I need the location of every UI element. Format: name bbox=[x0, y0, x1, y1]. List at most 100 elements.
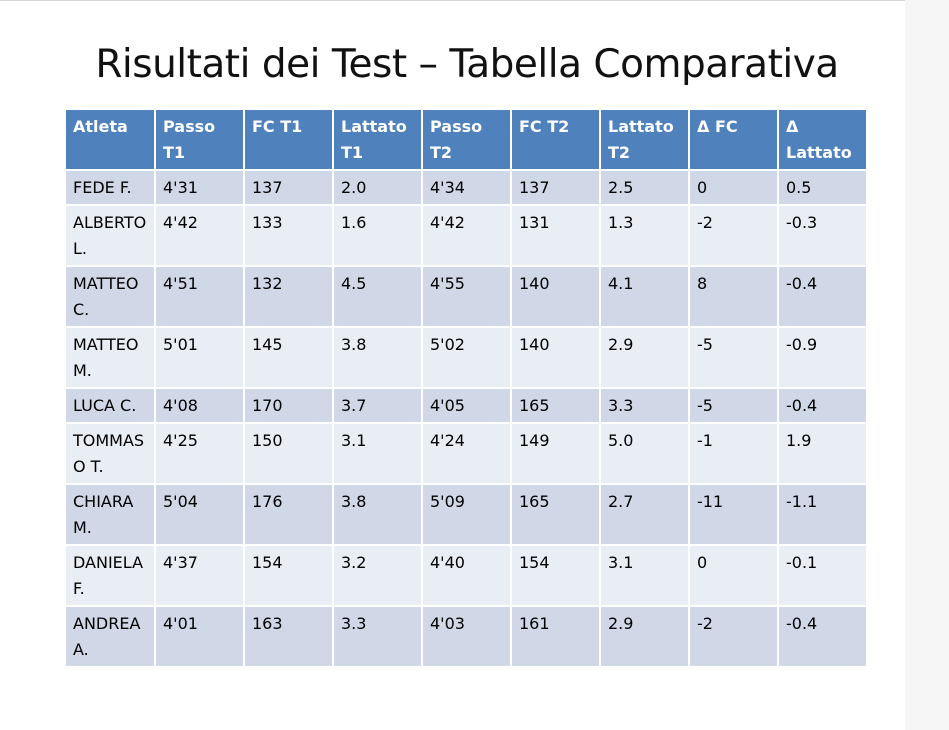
table-cell: -0.9 bbox=[777, 326, 868, 389]
table-cell: 165 bbox=[510, 387, 601, 424]
table-cell: 1.6 bbox=[332, 204, 423, 267]
table-cell: 137 bbox=[243, 169, 334, 206]
table-cell: 3.3 bbox=[599, 387, 690, 424]
table-cell: MATTEO C. bbox=[66, 265, 156, 328]
table-cell: 0 bbox=[688, 544, 779, 607]
table-row: ALBERTO L. 4'42 133 1.6 4'42 131 1.3 -2 -0.3 bbox=[66, 204, 868, 267]
table-body: FEDE F. 4'31 137 2.0 4'34 137 2.5 0 0.5 ALBERTO L… bbox=[66, 169, 868, 668]
header-cell: FC T1 bbox=[243, 108, 334, 171]
table-cell: TOMMASO T. bbox=[66, 422, 156, 485]
table-cell: 154 bbox=[510, 544, 601, 607]
table-cell: 3.8 bbox=[332, 326, 423, 389]
table-cell: 170 bbox=[243, 387, 334, 424]
table-cell: 154 bbox=[243, 544, 334, 607]
table-cell: 4'34 bbox=[421, 169, 512, 206]
table-cell: 0.5 bbox=[777, 169, 868, 206]
table-cell: 140 bbox=[510, 265, 601, 328]
table-cell: 133 bbox=[243, 204, 334, 267]
table-cell: 1.9 bbox=[777, 422, 868, 485]
table-row: CHIARA M. 5'04 176 3.8 5'09 165 2.7 -11 -1.1 bbox=[66, 483, 868, 546]
table-cell: 2.9 bbox=[599, 605, 690, 668]
slide-title: Risultati dei Test – Tabella Comparativa bbox=[95, 42, 839, 87]
table-cell: -2 bbox=[688, 204, 779, 267]
table-cell: 4'37 bbox=[154, 544, 245, 607]
table-cell: ALBERTO L. bbox=[66, 204, 156, 267]
table-cell: LUCA C. bbox=[66, 387, 156, 424]
side-strip bbox=[905, 0, 949, 730]
header-cell: FC T2 bbox=[510, 108, 601, 171]
table-cell: 4'05 bbox=[421, 387, 512, 424]
table-cell: 4'25 bbox=[154, 422, 245, 485]
table-cell: 3.8 bbox=[332, 483, 423, 546]
table-cell: 3.7 bbox=[332, 387, 423, 424]
table-row: TOMMASO T. 4'25 150 3.1 4'24 149 5.0 -1 1.9 bbox=[66, 422, 868, 485]
table-cell: 3.2 bbox=[332, 544, 423, 607]
table-cell: 4'51 bbox=[154, 265, 245, 328]
table-cell: 2.0 bbox=[332, 169, 423, 206]
table-row: MATTEO M. 5'01 145 3.8 5'02 140 2.9 -5 -0.9 bbox=[66, 326, 868, 389]
table-cell: FEDE F. bbox=[66, 169, 156, 206]
header-cell: Lattato T1 bbox=[332, 108, 423, 171]
table-cell: 4'42 bbox=[421, 204, 512, 267]
table-cell: 163 bbox=[243, 605, 334, 668]
table-cell: -0.3 bbox=[777, 204, 868, 267]
table-cell: 0 bbox=[688, 169, 779, 206]
table-cell: 4'42 bbox=[154, 204, 245, 267]
table-cell: -1.1 bbox=[777, 483, 868, 546]
table-cell: 137 bbox=[510, 169, 601, 206]
table-cell: -11 bbox=[688, 483, 779, 546]
results-table: Atleta Passo T1 FC T1 Lattato T1 Passo T2 FC … bbox=[66, 108, 868, 668]
table-cell: 3.3 bbox=[332, 605, 423, 668]
table-cell: 4'40 bbox=[421, 544, 512, 607]
table-cell: 140 bbox=[510, 326, 601, 389]
table-cell: -1 bbox=[688, 422, 779, 485]
table-cell: 5'01 bbox=[154, 326, 245, 389]
table-row: LUCA C. 4'08 170 3.7 4'05 165 3.3 -5 -0.4 bbox=[66, 387, 868, 424]
table-cell: 165 bbox=[510, 483, 601, 546]
table-cell: 5.0 bbox=[599, 422, 690, 485]
header-cell: Passo T2 bbox=[421, 108, 512, 171]
header-cell: Passo T1 bbox=[154, 108, 245, 171]
table-cell: -0.4 bbox=[777, 265, 868, 328]
header-cell: Δ Lattato bbox=[777, 108, 868, 171]
header-row: Atleta Passo T1 FC T1 Lattato T1 Passo T2 FC … bbox=[66, 108, 868, 171]
table-cell: MATTEO M. bbox=[66, 326, 156, 389]
table-cell: 4.5 bbox=[332, 265, 423, 328]
table-cell: -5 bbox=[688, 326, 779, 389]
table-cell: 8 bbox=[688, 265, 779, 328]
header-cell: Atleta bbox=[66, 108, 156, 171]
table-cell: 4'01 bbox=[154, 605, 245, 668]
table-cell: 132 bbox=[243, 265, 334, 328]
table-cell: 4'55 bbox=[421, 265, 512, 328]
table-row: DANIELA F. 4'37 154 3.2 4'40 154 3.1 0 -0.1 bbox=[66, 544, 868, 607]
table-cell: DANIELA F. bbox=[66, 544, 156, 607]
table-row: MATTEO C. 4'51 132 4.5 4'55 140 4.1 8 -0.4 bbox=[66, 265, 868, 328]
top-border bbox=[0, 0, 905, 1]
table-cell: 131 bbox=[510, 204, 601, 267]
table-row: ANDREA A. 4'01 163 3.3 4'03 161 2.9 -2 -0.4 bbox=[66, 605, 868, 668]
table-cell: CHIARA M. bbox=[66, 483, 156, 546]
table-cell: 176 bbox=[243, 483, 334, 546]
header-cell: Lattato T2 bbox=[599, 108, 690, 171]
table-cell: 2.9 bbox=[599, 326, 690, 389]
table-cell: 5'02 bbox=[421, 326, 512, 389]
table-cell: -0.1 bbox=[777, 544, 868, 607]
table-cell: -0.4 bbox=[777, 605, 868, 668]
header-cell: Δ FC bbox=[688, 108, 779, 171]
table-cell: 3.1 bbox=[599, 544, 690, 607]
table-cell: 4'08 bbox=[154, 387, 245, 424]
table-cell: 2.5 bbox=[599, 169, 690, 206]
table-cell: 4'24 bbox=[421, 422, 512, 485]
table-cell: -5 bbox=[688, 387, 779, 424]
table-cell: 5'09 bbox=[421, 483, 512, 546]
table-cell: 150 bbox=[243, 422, 334, 485]
table-cell: 161 bbox=[510, 605, 601, 668]
table-cell: 149 bbox=[510, 422, 601, 485]
table-cell: 4'03 bbox=[421, 605, 512, 668]
table-cell: -2 bbox=[688, 605, 779, 668]
table-cell: -0.4 bbox=[777, 387, 868, 424]
table-cell: 1.3 bbox=[599, 204, 690, 267]
table-cell: ANDREA A. bbox=[66, 605, 156, 668]
table-cell: 145 bbox=[243, 326, 334, 389]
